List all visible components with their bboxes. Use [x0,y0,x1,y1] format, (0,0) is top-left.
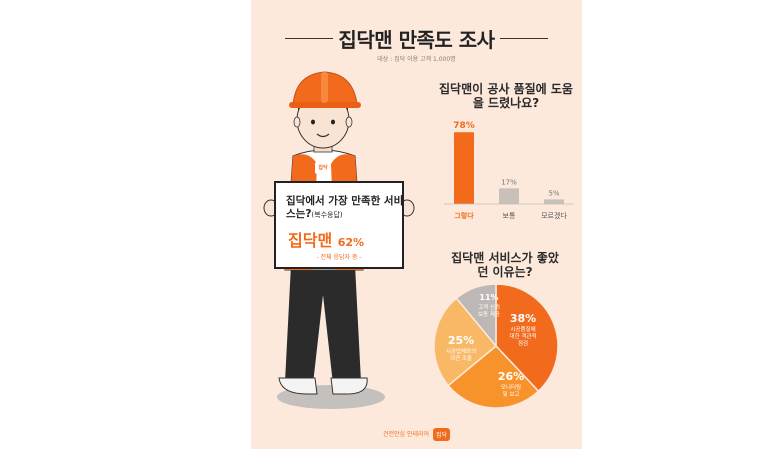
sign-question-suffix: (복수응답) [311,211,343,219]
bar-category-label-3: 모르겠다 [541,211,567,220]
pie-value-label-3: 25% [448,334,474,347]
bar-value-label-1: 78% [453,121,475,131]
pie-desc-label-2-1: 모니터링 [501,383,521,391]
left-ear [293,116,301,128]
sign-answer-name: 집닥맨 [288,231,333,250]
pie-value-label-2: 26% [498,370,524,383]
mouth [316,133,330,138]
pie-desc-label-3-2: 의견 조율 [450,355,472,362]
left-eye [311,119,315,125]
pie-slice-3 [433,297,498,387]
sign-answer: 집닥맨 62% [288,227,364,251]
title-left-rule [285,38,333,39]
pie-desc-label-1-3: 점검 [518,340,528,347]
bar-1 [454,132,474,204]
title-right-rule [500,38,548,39]
bar-3 [544,199,564,204]
sign-board: 집닥에서 가장 만족한 서비스는?(복수응답) 집닥맨 62% - 전체 응답자… [274,181,404,269]
pie-desc-label-3-1: 시공업체와의 [446,347,476,355]
right-shoe [330,377,368,395]
title-row: 집닥맨 만족도 조사 [251,24,582,54]
pie-slice-2 [447,344,540,409]
pie-desc-label-2-2: 및 보고 [503,391,520,398]
pie-desc-label-1-1: 시공품질에 [510,325,535,333]
footer-brand-badge: 집닥 [432,428,451,441]
vest-badge-text: 집닥 [318,165,328,171]
pie-desc-label-4-1: 고객 신뢰 [478,303,500,311]
bar-2 [499,188,519,204]
pie-desc-label-1-2: 대한 객관적 [509,332,536,340]
pie-value-label-4: 11% [479,293,498,302]
pie-chart-title: 집닥맨 서비스가 좋았던 이유는? [451,251,559,279]
helmet-ridge [321,72,328,103]
bar-value-label-3: 5% [548,189,559,197]
pants [285,265,361,384]
footer-text: 건전안심 인테리어 [382,431,430,438]
vest-badge-shape [315,159,331,177]
sign-answer-pct: 62% [337,236,365,249]
bar-category-label-1: 그렇다 [454,211,474,220]
pie-desc-label-4-2: 보증 제공 [478,310,500,318]
pie-slice-4 [455,283,497,349]
survey-subtitle: 대상 : 집닥 이용 고객 1,000명 [377,56,456,63]
bar-value-label-2: 17% [501,178,517,186]
right-ear [345,116,353,128]
right-eye [331,119,335,125]
left-shoe [278,377,318,395]
sign-note: - 전체 응답자 중 - [316,254,362,261]
pie-slice-1 [495,283,559,393]
bar-chart-title: 집닥맨이 공사 품질에 도움을 드렸나요? [439,82,573,110]
sign-question-text: 집닥에서 가장 만족한 서비스는? [286,195,404,220]
footer: 건전안심 인테리어 집닥 [251,428,582,441]
bar-chart: 78% 그렇다 17% 보통 5% 모르겠다 [444,121,574,220]
page-title: 집닥맨 만족도 조사 [338,28,495,52]
bar-category-label-2: 보통 [503,212,516,220]
helmet-brim [289,102,361,108]
sign-question: 집닥에서 가장 만족한 서비스는?(복수응답) [286,195,404,222]
pie-value-label-1: 38% [510,312,536,325]
